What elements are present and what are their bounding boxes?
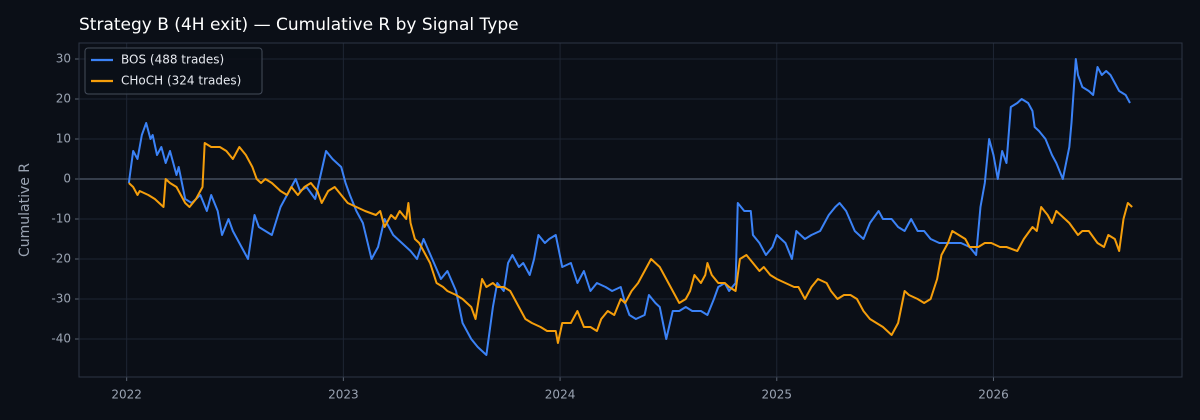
legend-label: CHoCH (324 trades) xyxy=(121,74,241,88)
y-tick-label: 20 xyxy=(56,92,71,106)
series-line xyxy=(128,142,1133,344)
x-tick-label: 2025 xyxy=(761,388,792,402)
y-tick-label: -30 xyxy=(51,292,71,306)
y-axis-label: Cumulative R xyxy=(17,163,33,257)
legend-box xyxy=(84,47,263,95)
legend: BOS (488 trades) CHoCH (324 trades) xyxy=(84,47,263,95)
legend-label: BOS (488 trades) xyxy=(121,53,224,67)
x-tick-label: 2024 xyxy=(545,388,576,402)
grid: -40 -30 -20 -10 0 10 20 30 2022 2023 2024 2025 2026 xyxy=(51,43,1182,402)
y-tick-label: -40 xyxy=(51,332,71,346)
plot-frame xyxy=(78,42,1183,378)
y-tick-label: 10 xyxy=(56,132,71,146)
x-tick-label: 2022 xyxy=(111,388,142,402)
plot-lines xyxy=(127,58,1133,356)
y-tick-label: -20 xyxy=(51,252,71,266)
y-tick-label: 30 xyxy=(56,52,71,66)
y-tick-label: 0 xyxy=(63,172,71,186)
x-tick-label: 2026 xyxy=(978,388,1009,402)
x-tick-label: 2023 xyxy=(328,388,359,402)
y-tick-label: -10 xyxy=(51,212,71,226)
chart-title: Strategy B (4H exit) — Cumulative R by S… xyxy=(79,15,519,35)
series-line xyxy=(127,58,1131,356)
